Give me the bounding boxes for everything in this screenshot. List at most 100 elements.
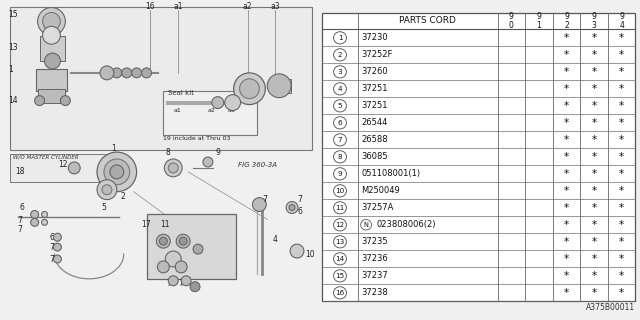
Text: 16: 16 (146, 2, 156, 11)
Bar (275, 79, 291, 93)
Text: 4: 4 (620, 21, 624, 30)
Ellipse shape (42, 164, 81, 180)
Text: 9: 9 (620, 12, 624, 21)
Circle shape (234, 73, 266, 105)
Circle shape (42, 212, 47, 217)
Text: 12: 12 (58, 160, 67, 170)
Text: *: * (591, 203, 596, 213)
Bar (38, 89, 65, 103)
Text: 7: 7 (18, 216, 22, 225)
Text: 051108001(1): 051108001(1) (361, 169, 420, 178)
Text: *: * (591, 186, 596, 196)
Circle shape (333, 185, 346, 197)
Text: 7: 7 (18, 225, 22, 234)
Text: 2: 2 (564, 21, 569, 30)
Text: *: * (619, 237, 624, 247)
Text: 37257A: 37257A (361, 203, 394, 212)
Text: 19 include at Thru 03: 19 include at Thru 03 (163, 136, 231, 141)
Text: *: * (564, 84, 569, 94)
Text: M250049: M250049 (361, 186, 400, 195)
Text: 37237: 37237 (361, 271, 388, 280)
Text: *: * (591, 67, 596, 77)
Text: 1: 1 (8, 65, 13, 75)
Text: 37235: 37235 (361, 237, 388, 246)
Circle shape (97, 180, 117, 200)
Circle shape (225, 95, 241, 110)
Text: 5: 5 (102, 203, 106, 212)
Circle shape (333, 32, 346, 44)
Circle shape (122, 68, 132, 78)
Circle shape (333, 236, 346, 248)
Circle shape (175, 261, 187, 273)
Circle shape (333, 100, 346, 112)
Text: FIG 360-3A: FIG 360-3A (237, 162, 276, 168)
Circle shape (60, 96, 70, 106)
Text: 9: 9 (591, 12, 596, 21)
Circle shape (157, 261, 170, 273)
Text: *: * (591, 101, 596, 111)
Text: *: * (591, 237, 596, 247)
Text: 4: 4 (338, 86, 342, 92)
Text: *: * (564, 135, 569, 145)
Text: *: * (564, 186, 569, 196)
Text: 4: 4 (272, 235, 277, 244)
Circle shape (333, 151, 346, 163)
Circle shape (333, 168, 346, 180)
Circle shape (333, 83, 346, 95)
Text: 14: 14 (335, 256, 344, 262)
Circle shape (203, 157, 213, 167)
Text: 3: 3 (591, 21, 596, 30)
Text: *: * (591, 288, 596, 298)
Circle shape (333, 49, 346, 61)
Text: *: * (564, 67, 569, 77)
Circle shape (141, 68, 152, 78)
Text: *: * (619, 67, 624, 77)
Bar (163, 91, 257, 135)
Text: a1: a1 (173, 108, 181, 113)
Circle shape (193, 244, 203, 254)
Circle shape (179, 237, 187, 245)
Text: 15: 15 (335, 273, 344, 279)
Bar (10, 154, 109, 182)
Text: *: * (564, 254, 569, 264)
Text: 9: 9 (509, 12, 514, 21)
Text: *: * (591, 152, 596, 162)
Text: 13: 13 (8, 43, 17, 52)
Text: *: * (591, 271, 596, 281)
Circle shape (45, 53, 60, 69)
Text: 2: 2 (338, 52, 342, 58)
Text: 1: 1 (338, 35, 342, 41)
Circle shape (31, 211, 38, 219)
Text: *: * (619, 169, 624, 179)
Circle shape (35, 96, 45, 106)
Text: 9: 9 (536, 12, 541, 21)
Text: *: * (619, 186, 624, 196)
Circle shape (43, 12, 60, 30)
Text: A375B00011: A375B00011 (586, 303, 636, 312)
Text: W/O MASTER CYLINDER: W/O MASTER CYLINDER (13, 155, 79, 160)
Circle shape (165, 251, 181, 267)
Circle shape (112, 68, 122, 78)
Text: 7: 7 (262, 195, 268, 204)
Text: *: * (619, 135, 624, 145)
Text: *: * (619, 203, 624, 213)
Text: 37251: 37251 (361, 84, 388, 93)
Text: *: * (619, 288, 624, 298)
Circle shape (54, 243, 61, 251)
Bar (10, 6, 312, 150)
Text: PARTS CORD: PARTS CORD (399, 16, 456, 25)
Text: *: * (619, 152, 624, 162)
Bar (36, 69, 67, 91)
Circle shape (190, 282, 200, 292)
Text: 7: 7 (166, 279, 171, 288)
Circle shape (97, 152, 136, 192)
Text: 15: 15 (8, 10, 17, 19)
Circle shape (333, 117, 346, 129)
Text: *: * (564, 288, 569, 298)
Circle shape (333, 219, 346, 231)
Text: *: * (591, 135, 596, 145)
Text: 37251: 37251 (361, 101, 388, 110)
Text: 023808006(2): 023808006(2) (377, 220, 436, 229)
Text: *: * (619, 271, 624, 281)
Circle shape (286, 202, 298, 213)
